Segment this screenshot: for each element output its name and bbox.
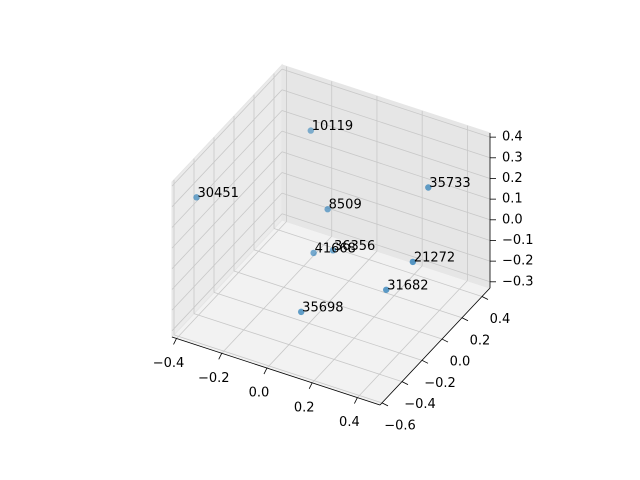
x-tick-label: 0.0 <box>249 386 270 401</box>
grid-line <box>281 192 491 262</box>
z-tick-label: −0.1 <box>502 233 534 248</box>
grid-line <box>173 334 383 404</box>
tick-mark <box>173 338 177 345</box>
tick-mark <box>481 296 489 300</box>
point-label: 30451 <box>198 186 239 201</box>
grid-line <box>176 221 287 339</box>
z-tick-label: 0.0 <box>502 212 523 227</box>
x-tick-label: 0.4 <box>339 415 360 430</box>
grid-line <box>171 68 283 187</box>
z-tick-label: 0.2 <box>502 171 523 186</box>
grid-line <box>273 228 483 297</box>
axis-line <box>171 336 381 406</box>
point <box>383 286 390 293</box>
grid-line <box>171 89 283 208</box>
point-label: 36356 <box>334 239 375 254</box>
grid-line <box>171 172 283 290</box>
grid-line <box>253 249 463 319</box>
z-tick-label: 0.3 <box>502 150 523 165</box>
point-label: 21272 <box>414 250 455 265</box>
tick-mark <box>308 382 313 390</box>
y-tick-label: −0.2 <box>424 376 456 391</box>
grid-line <box>171 110 283 228</box>
tick-mark <box>218 353 223 360</box>
y-tick-label: 0.0 <box>450 355 471 370</box>
x-tick-label: −0.2 <box>198 371 230 386</box>
tick-mark <box>421 359 429 364</box>
y-tick-label: 0.4 <box>490 312 511 327</box>
point-label: 35733 <box>429 176 470 191</box>
grid-line <box>281 151 491 221</box>
grid-line <box>281 68 491 138</box>
tick-mark <box>381 402 389 407</box>
y-tick-label: 0.2 <box>470 333 491 348</box>
point-label: 8509 <box>329 198 362 213</box>
grid-line <box>266 250 378 369</box>
y-tick-label: −0.6 <box>384 418 416 433</box>
grid-line <box>357 280 468 398</box>
z-tick-label: 0.1 <box>502 192 523 207</box>
tick-mark <box>263 367 268 375</box>
point-label: 10119 <box>312 119 353 134</box>
point <box>409 258 417 266</box>
point-label: 31682 <box>387 278 428 293</box>
grid-line <box>233 270 443 340</box>
point <box>324 206 331 213</box>
grid-line <box>171 151 283 270</box>
x-tick-label: −0.4 <box>153 356 185 371</box>
tick-mark <box>401 381 409 385</box>
point <box>329 247 337 254</box>
grid-line <box>281 110 491 179</box>
x-tick-label: 0.2 <box>294 400 315 415</box>
grid-line <box>281 89 491 159</box>
grid-line <box>311 265 423 384</box>
grid-line <box>281 213 491 283</box>
tick-mark <box>461 317 469 322</box>
tick-mark <box>354 397 358 404</box>
grid-line <box>171 130 283 249</box>
point <box>307 127 314 134</box>
grid-line <box>281 130 491 200</box>
point-label: 35698 <box>302 300 343 315</box>
grid-line <box>171 192 283 311</box>
z-tick-label: −0.3 <box>502 274 534 289</box>
y-tick-label: −0.4 <box>404 397 436 412</box>
z-tick-label: −0.2 <box>502 254 534 269</box>
grid-line <box>213 291 423 361</box>
point <box>425 184 432 191</box>
tick-mark <box>441 338 449 343</box>
grid-line <box>171 213 283 332</box>
point <box>193 194 200 201</box>
point-label: 41668 <box>315 241 356 256</box>
grid-line <box>281 172 491 241</box>
point <box>310 249 317 257</box>
z-tick-label: 0.4 <box>502 130 523 145</box>
grid-line <box>193 313 403 382</box>
axis-line <box>379 287 491 406</box>
point <box>297 308 305 316</box>
